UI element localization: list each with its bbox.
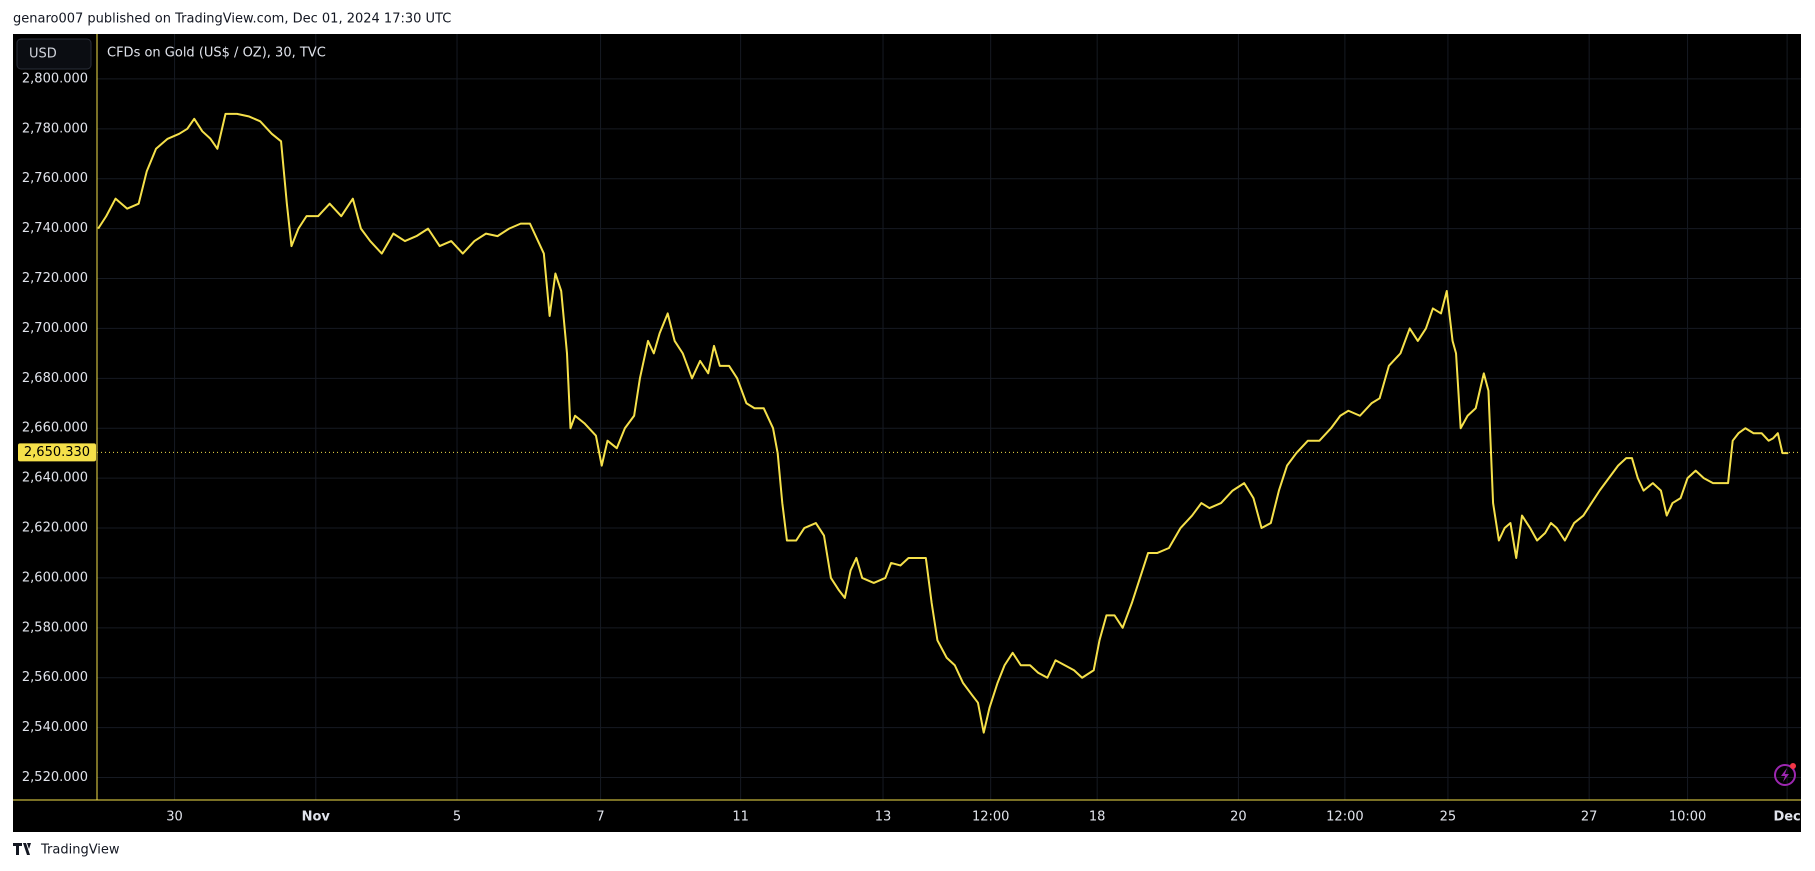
footer-brand: TradingView bbox=[40, 843, 120, 858]
y-tick-label: 2,620.000 bbox=[22, 521, 88, 536]
y-tick-label: 2,680.000 bbox=[22, 371, 88, 386]
plot: 2,520.000 2,540.000 2,560.000 2,580.000 2,60… bbox=[13, 34, 1801, 825]
y-tick-label: 2,580.000 bbox=[22, 620, 88, 635]
x-tick-label: Dec bbox=[1773, 810, 1800, 825]
tradingview-logo bbox=[13, 843, 31, 855]
price-line bbox=[97, 112, 1789, 734]
y-tick-label: 2,780.000 bbox=[22, 121, 88, 136]
x-tick-label: 30 bbox=[166, 810, 183, 825]
y-tick-label: 2,700.000 bbox=[22, 321, 88, 336]
last-price-label: 2,650.330 bbox=[24, 445, 90, 460]
y-tick-label: 2,760.000 bbox=[22, 171, 88, 186]
x-tick-label: 12:00 bbox=[1326, 810, 1363, 825]
x-tick-label: Nov bbox=[302, 810, 331, 825]
y-tick-label: 2,660.000 bbox=[22, 421, 88, 436]
y-tick-label: 2,540.000 bbox=[22, 720, 88, 735]
currency-button[interactable] bbox=[16, 38, 92, 70]
alert-icon[interactable] bbox=[1774, 763, 1796, 786]
y-tick-label: 2,560.000 bbox=[22, 670, 88, 685]
y-tick-label: 2,800.000 bbox=[22, 71, 88, 86]
x-tick-label: 5 bbox=[453, 810, 461, 825]
x-tick-label: 25 bbox=[1440, 810, 1457, 825]
y-tick-label: 2,720.000 bbox=[22, 271, 88, 286]
x-tick-label: 20 bbox=[1230, 810, 1247, 825]
y-tick-label: 2,600.000 bbox=[22, 570, 88, 585]
chart-background bbox=[13, 34, 1801, 832]
chart-title: CFDs on Gold (US$ / OZ), 30, TVC bbox=[107, 46, 326, 61]
x-tick-label: 11 bbox=[732, 810, 749, 825]
x-tick-label: 12:00 bbox=[972, 810, 1009, 825]
y-tick-label: 2,520.000 bbox=[22, 770, 88, 785]
y-tick-label: 2,740.000 bbox=[22, 221, 88, 236]
x-tick-label: 10:00 bbox=[1669, 810, 1706, 825]
currency-label: USD bbox=[29, 47, 57, 62]
x-tick-label: 18 bbox=[1089, 810, 1106, 825]
publish-info: genaro007 published on TradingView.com, … bbox=[13, 12, 451, 27]
y-tick-label: 2,640.000 bbox=[22, 471, 88, 486]
x-tick-label: 7 bbox=[596, 810, 604, 825]
x-tick-label: 13 bbox=[875, 810, 892, 825]
x-tick-label: 27 bbox=[1581, 810, 1598, 825]
last-price-badge bbox=[18, 443, 96, 462]
